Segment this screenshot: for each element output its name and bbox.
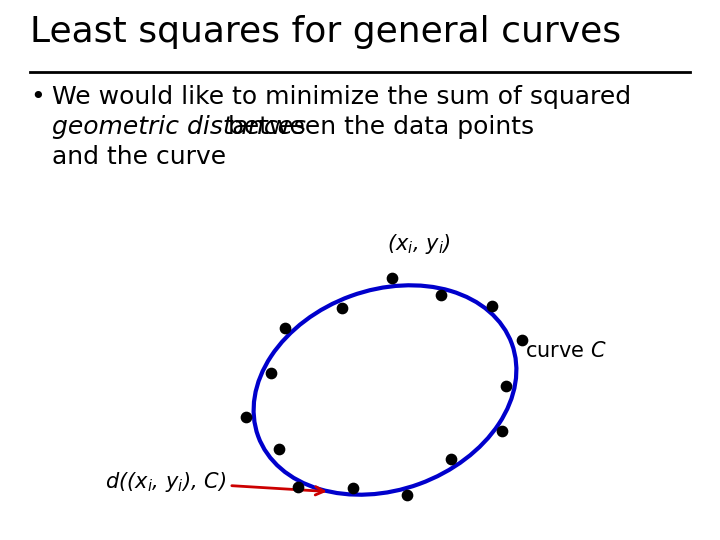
Point (402, 491, 413, 500)
Point (240, 413, 252, 422)
Point (336, 304, 347, 313)
Point (486, 301, 498, 310)
Point (265, 369, 276, 377)
Text: geometric distances: geometric distances (52, 115, 306, 139)
Point (496, 427, 508, 436)
Point (292, 483, 304, 491)
Point (445, 455, 456, 463)
Point (279, 323, 291, 332)
Text: d((x$_i$, y$_i$), C): d((x$_i$, y$_i$), C) (105, 470, 324, 495)
Point (273, 444, 284, 453)
Text: Least squares for general curves: Least squares for general curves (30, 15, 621, 49)
Point (500, 382, 511, 390)
Text: curve $\it{C}$: curve $\it{C}$ (525, 341, 606, 361)
Text: (x$_i$, y$_i$): (x$_i$, y$_i$) (387, 232, 451, 256)
Point (348, 484, 359, 492)
Point (516, 336, 528, 345)
Point (435, 291, 446, 300)
Point (387, 274, 398, 282)
Text: between the data points: between the data points (220, 115, 534, 139)
Text: We would like to minimize the sum of squared: We would like to minimize the sum of squ… (52, 85, 631, 109)
Text: and the curve: and the curve (52, 145, 226, 169)
Text: •: • (30, 85, 45, 109)
